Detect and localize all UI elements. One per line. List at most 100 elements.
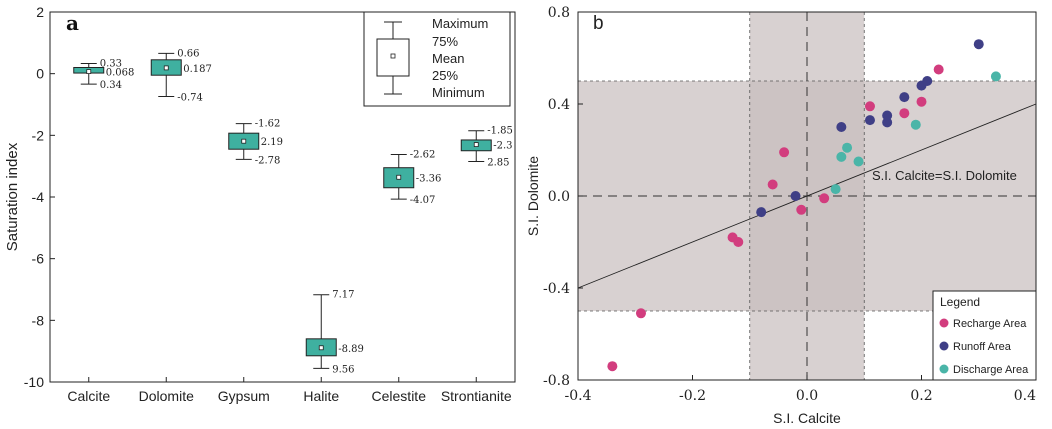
panel-b-legend: Legend Recharge Area Runoff Area Dischar… <box>932 290 1037 381</box>
panel-b-label: b <box>593 13 604 34</box>
box-max-label: -1.62 <box>255 119 281 130</box>
legend-recharge-marker <box>939 318 949 328</box>
box-mean-marker <box>163 65 169 71</box>
box-mean-marker <box>318 345 324 351</box>
point-recharge-area <box>635 308 646 319</box>
legend-75: 75% <box>432 34 458 49</box>
point-recharge-area <box>916 96 927 107</box>
panel-a-x-tick-label: Dolomite <box>139 388 194 404</box>
box-min-label: 2.85 <box>487 158 509 169</box>
panel-b-x-tick-label: -0.2 <box>679 388 706 404</box>
point-recharge-area <box>819 193 830 204</box>
legend-runoff-label: Runoff Area <box>953 341 1012 353</box>
box-mean-label: 2.19 <box>261 137 283 148</box>
panel-a-y-tick-label: -8 <box>32 312 45 328</box>
point-runoff-area <box>882 110 893 121</box>
panel-a: a Saturation index 2 0 -2 -4 -6 -8 -10 Calcite… <box>4 4 516 404</box>
panel-a-x-tick-label: Strontianite <box>441 388 512 404</box>
panel-b-x-tick-label: -0.4 <box>565 388 592 404</box>
point-recharge-area <box>767 179 778 190</box>
point-recharge-area <box>733 237 744 247</box>
panel-b-x-axis-title: S.I. Calcite <box>773 410 841 426</box>
legend-recharge-label: Recharge Area <box>953 318 1027 330</box>
panel-a-y-axis-title: Saturation index <box>4 142 21 251</box>
point-recharge-area <box>796 204 807 215</box>
point-recharge-area <box>899 108 910 119</box>
panel-b-x-tick-label: 0.4 <box>1014 388 1036 404</box>
legend-maximum: Maximum <box>432 16 488 31</box>
point-runoff-area <box>756 207 767 218</box>
box-mean-label: -3.36 <box>416 173 442 184</box>
panel-b-y-tick-label: -0.4 <box>543 281 570 297</box>
panel-a-y-tick-label: -4 <box>32 189 45 205</box>
point-discharge-area <box>830 184 841 195</box>
box-max-label: 0.66 <box>177 48 199 59</box>
box-max-label: 7.17 <box>332 290 354 301</box>
legend-minimum: Minimum <box>432 85 485 100</box>
box-max-label: -1.85 <box>487 126 513 137</box>
box-min-label: 9.56 <box>332 364 354 375</box>
panel-b-x-ticks: -0.4 -0.2 0.0 0.2 0.4 <box>565 375 1037 404</box>
box-mean-marker <box>86 69 92 74</box>
panel-a-y-tick-label: 0 <box>36 66 44 82</box>
point-discharge-area <box>990 71 1001 82</box>
panel-a-y-ticks: 2 0 -2 -4 -6 -8 -10 <box>24 4 55 390</box>
panel-b-legend-title: Legend <box>940 295 980 309</box>
panel-a-y-tick-label: -10 <box>24 374 44 390</box>
box-mean-marker <box>396 174 402 180</box>
equality-line-label: S.I. Calcite=S.I. Dolomite <box>872 168 1017 183</box>
legend-mean-marker <box>390 53 396 59</box>
box-mean-label: -8.89 <box>338 344 364 355</box>
panel-a-x-tick-label: Gypsum <box>218 388 270 404</box>
box-min-label: -0.74 <box>177 92 203 103</box>
point-runoff-area <box>836 122 847 132</box>
panel-a-x-tick-label: Halite <box>303 388 339 404</box>
box-min-label: 0.34 <box>100 80 122 91</box>
panel-b-legend-frame <box>932 290 1037 381</box>
point-discharge-area <box>853 156 864 167</box>
panel-a-x-tick-label: Calcite <box>67 388 110 404</box>
panel-a-y-tick-label: -6 <box>32 251 45 267</box>
point-runoff-area <box>922 76 933 86</box>
panel-b-y-tick-label: -0.8 <box>543 373 570 389</box>
panel-b-points <box>607 39 1001 372</box>
point-runoff-area <box>790 191 801 201</box>
point-runoff-area <box>864 115 875 126</box>
box-min-label: -4.07 <box>410 195 436 206</box>
panel-b-y-ticks: 0.8 0.4 0.0 -0.4 -0.8 <box>543 5 583 389</box>
point-runoff-area <box>882 117 893 128</box>
panel-b: S.I. Calcite=S.I. Dolomite b 0.80.40.0-0… <box>525 5 1037 426</box>
box-mean-marker <box>473 142 479 147</box>
point-runoff-area <box>899 92 910 103</box>
point-discharge-area <box>842 142 853 153</box>
legend-runoff-marker <box>939 341 949 351</box>
panel-a-x-tick-label: Celestite <box>372 388 427 404</box>
point-recharge-area <box>607 361 618 372</box>
box-min-label: -2.78 <box>255 155 281 166</box>
point-recharge-area <box>933 64 944 75</box>
legend-25: 25% <box>432 68 458 83</box>
panel-b-y-tick-label: 0.0 <box>548 189 570 205</box>
box-mean-marker <box>241 138 247 144</box>
box-max-label: -2.62 <box>410 149 436 160</box>
box-mean-label: 0.068 <box>106 68 135 79</box>
point-discharge-area <box>836 151 847 162</box>
panel-a-y-tick-label: 2 <box>36 4 44 20</box>
panel-b-x-tick-label: 0.0 <box>796 388 818 404</box>
legend-discharge-marker <box>939 364 949 374</box>
point-recharge-area <box>864 101 875 112</box>
box-max-label: 0.33 <box>100 58 122 69</box>
legend-discharge-label: Discharge Area <box>953 364 1029 376</box>
point-recharge-area <box>779 147 790 158</box>
point-runoff-area <box>973 39 984 50</box>
point-discharge-area <box>910 119 921 130</box>
panel-a-x-ticks: Calcite Dolomite Gypsum Halite Celestite Stro… <box>67 377 512 404</box>
panel-b-y-tick-label: 0.8 <box>548 5 570 21</box>
panel-a-y-tick-label: -2 <box>32 127 45 143</box>
panel-b-y-tick-label: 0.4 <box>548 97 570 113</box>
panel-b-x-tick-label: 0.2 <box>910 388 932 404</box>
panel-a-legend: Maximum 75% Mean 25% Minimum <box>363 11 511 107</box>
equality-line <box>577 103 1037 289</box>
